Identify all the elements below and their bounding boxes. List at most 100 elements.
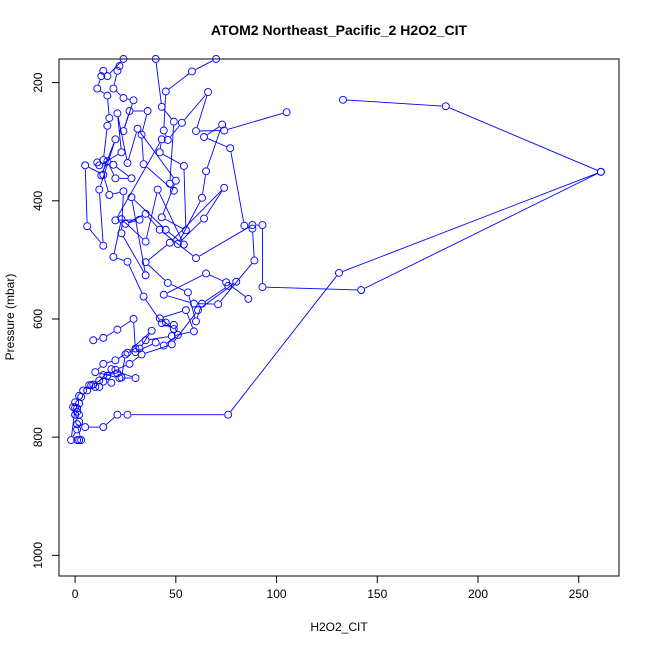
series-segment	[129, 220, 136, 224]
data-point	[67, 436, 76, 445]
data-point	[103, 157, 112, 166]
data-point	[135, 215, 144, 224]
series-segment	[167, 274, 203, 294]
series-segment	[169, 125, 180, 138]
series-segment	[202, 175, 206, 194]
series-segment	[206, 128, 222, 168]
data-point	[157, 102, 166, 111]
data-point	[183, 288, 192, 297]
data-point	[218, 120, 227, 129]
data-point	[190, 299, 198, 308]
series-segment	[168, 73, 190, 90]
series-segment	[138, 343, 153, 351]
data-point	[139, 292, 148, 301]
series-8	[85, 344, 140, 391]
data-point	[99, 423, 108, 432]
data-point	[161, 318, 170, 327]
series-segment	[166, 336, 175, 344]
data-point	[200, 214, 208, 223]
data-point	[75, 391, 84, 400]
data-point	[71, 398, 80, 407]
data-point	[91, 368, 100, 377]
series-segment	[118, 365, 126, 369]
series-segment	[164, 133, 167, 137]
series-segment	[72, 432, 76, 437]
data-point	[220, 126, 229, 135]
y-tick-label: 800	[31, 427, 45, 447]
data-point	[137, 130, 146, 139]
data-point	[155, 314, 164, 323]
x-axis-label: H2O2_CIT	[310, 620, 368, 634]
series-segment	[113, 74, 117, 85]
data-point	[179, 240, 188, 249]
data-point	[113, 325, 122, 334]
data-point	[75, 436, 84, 445]
data-point	[163, 135, 172, 144]
data-point	[113, 66, 122, 75]
series-segment	[84, 169, 88, 223]
series-segment	[118, 354, 125, 359]
plot-area	[67, 55, 605, 445]
data-point	[95, 382, 104, 391]
data-point	[97, 72, 106, 81]
series-segment	[105, 377, 109, 381]
data-point	[75, 399, 84, 408]
data-point	[187, 67, 196, 76]
data-point	[131, 348, 140, 357]
data-point	[165, 238, 174, 247]
data-point	[258, 221, 267, 229]
data-point	[244, 294, 253, 303]
data-point	[169, 117, 178, 126]
data-point	[85, 381, 94, 390]
data-point	[119, 55, 128, 63]
series-segment	[346, 99, 442, 107]
data-point	[220, 183, 229, 192]
series-segment	[162, 231, 194, 257]
series-segment	[205, 190, 223, 216]
x-tick-label: 50	[169, 587, 183, 601]
series-segment	[159, 143, 162, 149]
data-point	[129, 96, 138, 105]
data-point	[169, 186, 178, 195]
series-segment	[89, 229, 102, 243]
data-point	[123, 257, 132, 266]
data-point	[73, 436, 82, 445]
series-segment	[172, 190, 222, 241]
series-segment	[141, 333, 150, 346]
series-segment	[155, 62, 162, 103]
data-point	[159, 126, 168, 135]
series-segment	[106, 331, 115, 337]
series-segment	[116, 142, 161, 218]
series-segment	[149, 336, 168, 341]
series-segment	[342, 172, 598, 272]
data-point	[339, 95, 347, 104]
series-segment	[159, 192, 183, 242]
series-segment	[196, 95, 208, 128]
data-point	[155, 148, 164, 157]
data-point	[99, 333, 108, 342]
data-point	[157, 135, 166, 144]
data-point	[141, 237, 150, 246]
data-point	[248, 221, 257, 229]
series-segment	[106, 417, 115, 425]
series-segment	[162, 320, 171, 327]
series-segment	[113, 191, 120, 195]
data-point	[83, 222, 92, 231]
data-point	[226, 144, 235, 153]
data-point	[157, 213, 166, 222]
data-point	[95, 376, 104, 385]
data-point	[81, 423, 90, 432]
series-segment	[113, 222, 122, 254]
data-point	[123, 410, 132, 419]
series-segment	[130, 333, 149, 351]
series-segment	[266, 286, 358, 291]
series-segment	[227, 112, 283, 130]
data-point	[105, 190, 114, 199]
series-segment	[195, 60, 213, 70]
data-point	[224, 281, 233, 290]
data-point	[109, 252, 118, 261]
series-segment	[175, 331, 191, 336]
series-1	[67, 109, 605, 445]
series-segment	[132, 356, 139, 362]
x-tick-label: 250	[569, 587, 589, 601]
